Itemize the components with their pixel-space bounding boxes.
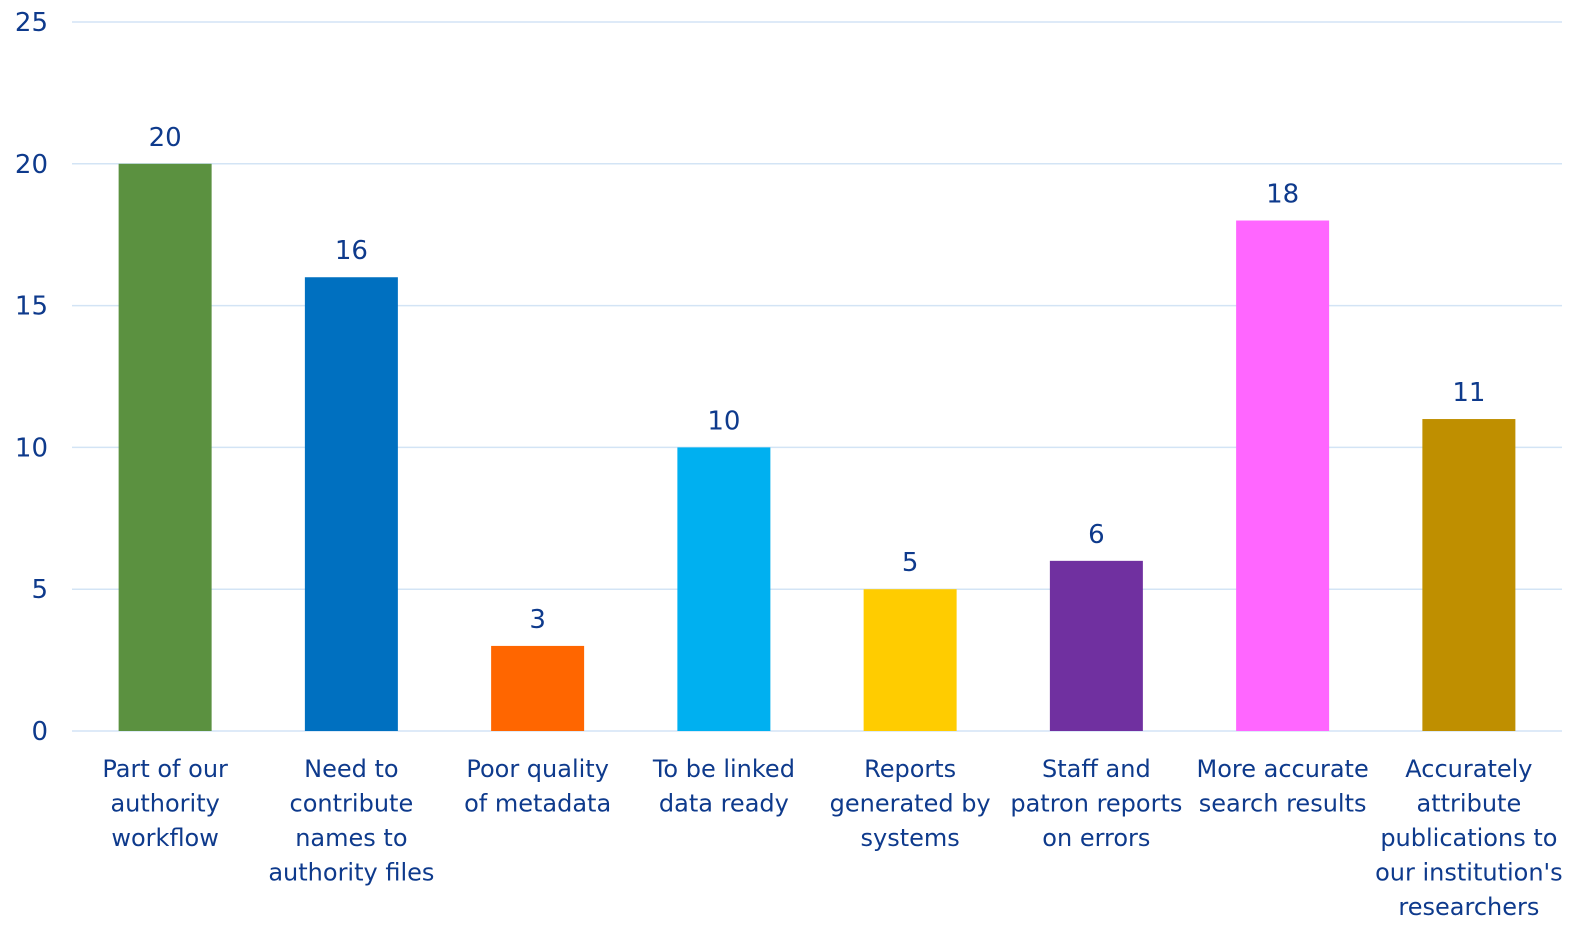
- category-label-line: Need to: [304, 755, 398, 783]
- category-label-line: authority files: [268, 859, 434, 887]
- category-label-line: researchers: [1398, 893, 1539, 921]
- bars: [118, 163, 1516, 732]
- category-label-line: search results: [1199, 790, 1367, 818]
- category-label-line: data ready: [659, 790, 789, 818]
- data-label: 11: [1452, 378, 1485, 408]
- data-label: 3: [529, 605, 546, 635]
- category-label: Reports generated by systems: [830, 755, 991, 852]
- category-label-line: patron reports: [1010, 790, 1182, 818]
- data-labels: 20 16 3 10 5 6 18 11: [149, 123, 1486, 635]
- y-tick-label: 0: [31, 717, 48, 747]
- category-label-line: our institution's: [1375, 859, 1563, 887]
- category-label-line: publications to: [1380, 824, 1557, 852]
- y-axis-tick-labels: 0 5 10 15 20 25: [15, 8, 48, 747]
- category-label-line: generated by: [830, 790, 991, 818]
- category-label: Accurately attribute publications to our in…: [1375, 755, 1563, 921]
- category-label-line: contribute: [290, 790, 414, 818]
- category-label: Part of our authority workflow: [102, 755, 228, 852]
- category-label-line: workflow: [111, 824, 219, 852]
- category-label: More accurate search results: [1197, 755, 1369, 818]
- data-label: 6: [1088, 520, 1105, 550]
- category-label-line: Poor quality: [466, 755, 609, 783]
- category-label: Need to contribute names to authority files: [268, 755, 434, 887]
- data-label: 16: [335, 236, 368, 266]
- category-label-line: of metadata: [464, 790, 611, 818]
- data-label: 18: [1266, 180, 1299, 210]
- category-label-line: Staff and: [1042, 755, 1151, 783]
- bar: [304, 277, 398, 731]
- bar: [491, 645, 585, 731]
- category-label-line: More accurate: [1197, 755, 1369, 783]
- category-label: Staff and patron reports on errors: [1010, 755, 1182, 852]
- bar: [1236, 220, 1330, 731]
- bar: [677, 447, 771, 731]
- category-label-line: names to: [295, 824, 407, 852]
- y-tick-label: 25: [15, 8, 48, 38]
- gridlines: [72, 21, 1562, 732]
- data-label: 20: [149, 123, 182, 153]
- bar: [118, 163, 212, 732]
- data-label: 10: [707, 406, 740, 436]
- category-label-line: Part of our: [102, 755, 228, 783]
- data-label: 5: [902, 548, 919, 578]
- category-label-line: Reports: [864, 755, 956, 783]
- category-label: Poor quality of metadata: [464, 755, 611, 818]
- y-tick-label: 5: [31, 575, 48, 605]
- y-tick-label: 15: [15, 292, 48, 322]
- category-label: To be linked data ready: [652, 755, 795, 818]
- x-axis-category-labels: Part of our authority workflow Need to contr…: [102, 755, 1562, 921]
- category-label-line: authority: [110, 790, 219, 818]
- category-label-line: attribute: [1417, 790, 1522, 818]
- bar: [1049, 560, 1143, 731]
- category-label-line: To be linked: [652, 755, 795, 783]
- category-label-line: Accurately: [1405, 755, 1532, 783]
- category-label-line: systems: [860, 824, 959, 852]
- y-tick-label: 20: [15, 150, 48, 180]
- bar: [863, 589, 957, 731]
- category-label-line: on errors: [1042, 824, 1150, 852]
- bar: [1422, 419, 1516, 731]
- y-tick-label: 10: [15, 433, 48, 463]
